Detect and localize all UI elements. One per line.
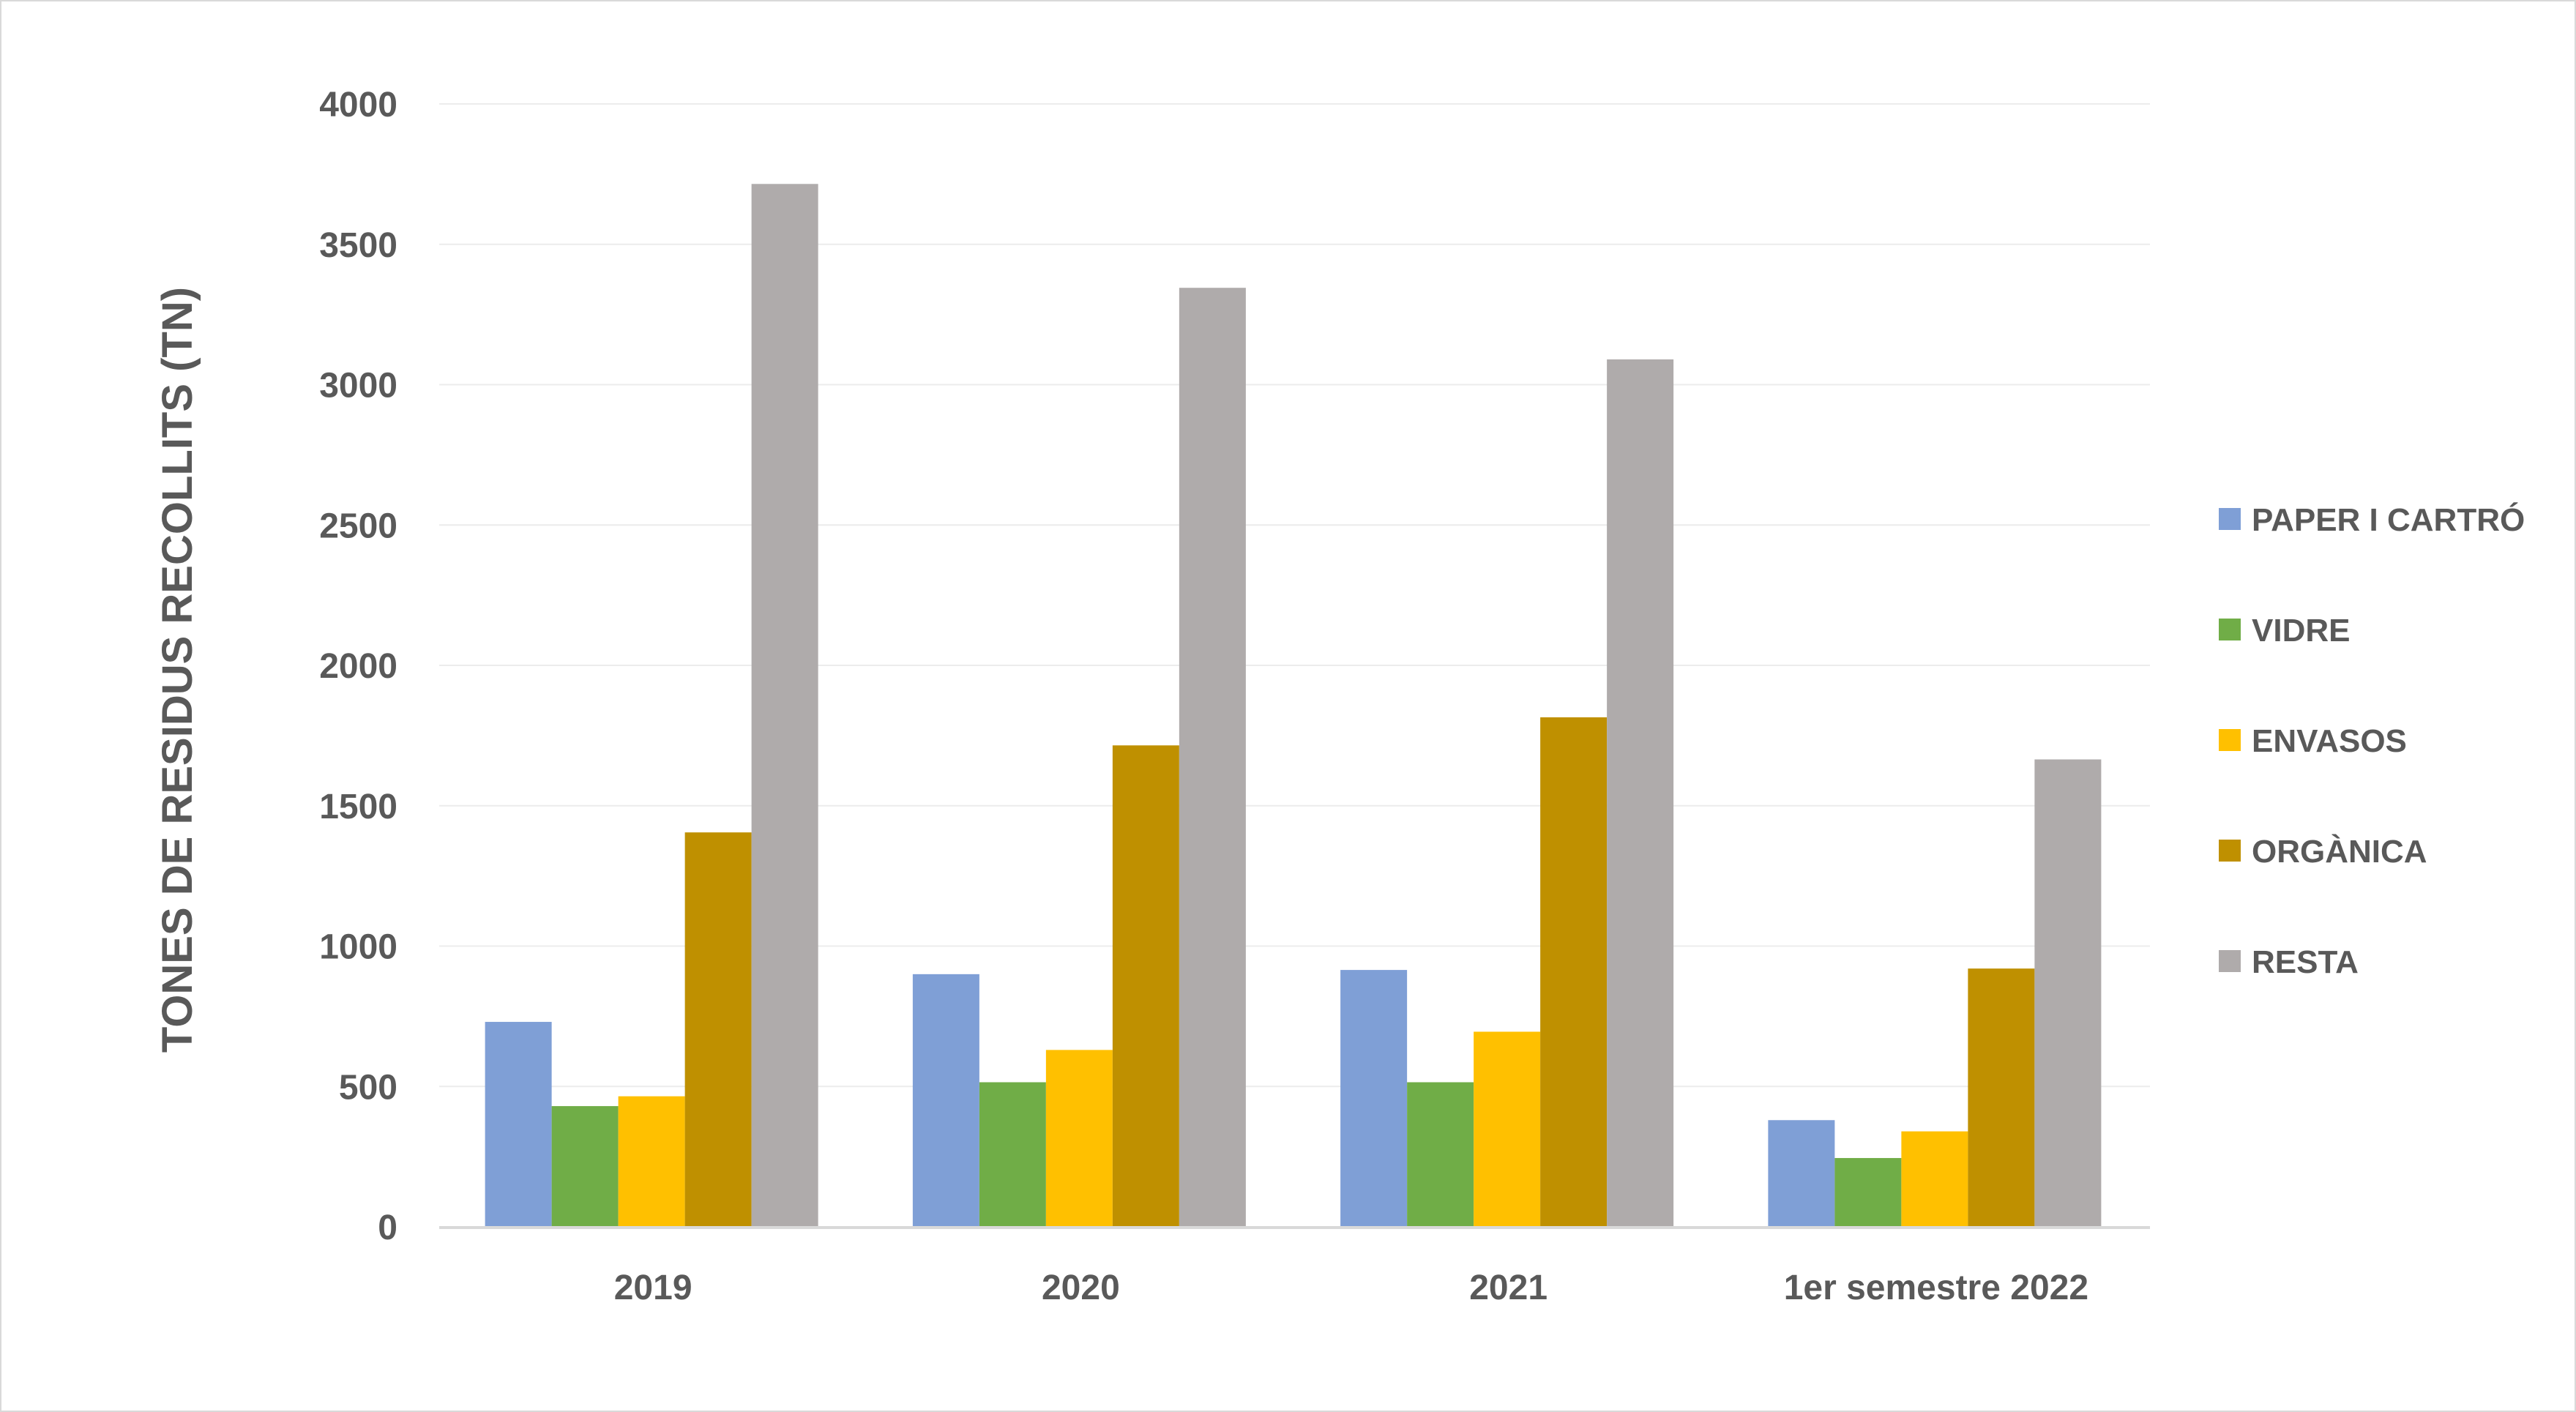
- bar-paper-i-cartr--2019: [485, 1022, 552, 1227]
- x-tick-label: 2019: [614, 1269, 692, 1307]
- bar-resta-2020: [1179, 288, 1246, 1227]
- y-tick-label: 2000: [319, 647, 397, 686]
- bar-resta-1er-semestre-2022: [2034, 759, 2102, 1227]
- legend-swatch: [2219, 950, 2241, 972]
- x-tick-label: 2021: [1469, 1269, 1548, 1307]
- bar-org-nica-2020: [1112, 745, 1179, 1227]
- bar-envasos-2021: [1474, 1031, 1541, 1227]
- y-tick-label: 0: [378, 1209, 397, 1247]
- bar-org-nica-1er-semestre-2022: [1968, 968, 2035, 1227]
- bar-envasos-1er-semestre-2022: [1901, 1131, 1968, 1227]
- bar-envasos-2020: [1045, 1050, 1113, 1227]
- x-tick-labels: 2019 2020 2021 1er semestre 2022: [614, 1269, 2088, 1307]
- y-tick-label: 500: [339, 1068, 397, 1107]
- bar-paper-i-cartr--1er-semestre-2022: [1768, 1120, 1835, 1227]
- bar-vidre-1er-semestre-2022: [1834, 1158, 1902, 1227]
- y-tick-labels: 0 500 1000 1500 2000 2500 3000 3500 4000: [319, 86, 397, 1247]
- bar-paper-i-cartr--2021: [1340, 970, 1408, 1227]
- y-tick-label: 1000: [319, 928, 397, 967]
- legend-swatch: [2219, 619, 2241, 640]
- legend-label: VIDRE: [2252, 613, 2350, 649]
- bar-envasos-2019: [618, 1096, 685, 1227]
- legend-label: ENVASOS: [2252, 723, 2407, 759]
- y-tick-label: 1500: [319, 788, 397, 826]
- legend-swatch: [2219, 508, 2241, 530]
- legend-label: RESTA: [2252, 944, 2359, 980]
- x-tick-label: 1er semestre 2022: [1784, 1269, 2088, 1307]
- legend-swatch: [2219, 840, 2241, 862]
- legend-label: ORGÀNICA: [2252, 833, 2427, 870]
- bars: [485, 184, 2102, 1228]
- bar-vidre-2021: [1407, 1082, 1474, 1227]
- bar-org-nica-2021: [1540, 717, 1608, 1227]
- bar-resta-2021: [1607, 359, 1674, 1227]
- bar-resta-2019: [751, 184, 818, 1228]
- y-tick-label: 2500: [319, 507, 397, 545]
- y-tick-label: 3000: [319, 367, 397, 406]
- y-tick-label: 4000: [319, 86, 397, 124]
- legend-swatch: [2219, 729, 2241, 751]
- bar-vidre-2019: [551, 1106, 619, 1227]
- bar-paper-i-cartr--2020: [912, 974, 979, 1227]
- bar-org-nica-2019: [684, 832, 752, 1227]
- legend: PAPER I CARTRÓ VIDRE ENVASOS ORGÀNICA RESTA: [2219, 501, 2525, 980]
- x-tick-label: 2020: [1042, 1269, 1120, 1307]
- legend-label: PAPER I CARTRÓ: [2252, 501, 2525, 538]
- y-axis-title: TONES DE RESIDUS RECOLLITS (TN): [154, 287, 201, 1053]
- bar-vidre-2020: [979, 1082, 1046, 1227]
- y-tick-label: 3500: [319, 226, 397, 265]
